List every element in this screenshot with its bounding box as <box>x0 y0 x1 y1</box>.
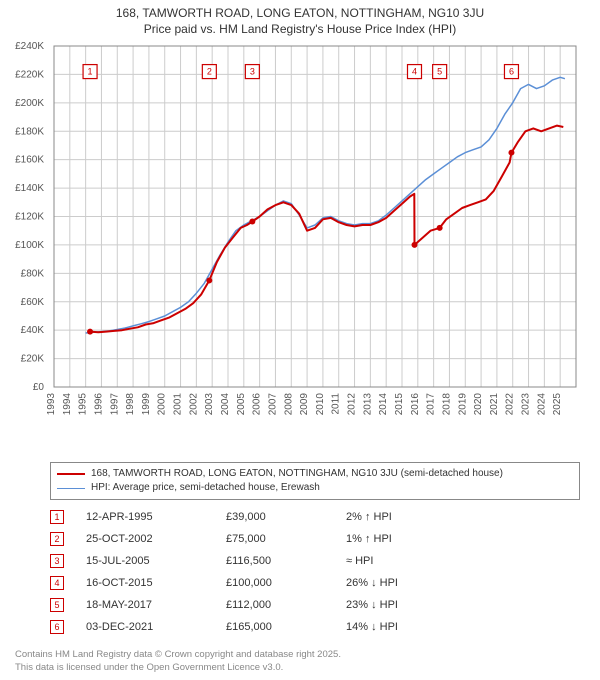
legend-swatch <box>57 473 85 475</box>
svg-text:2003: 2003 <box>204 393 215 416</box>
svg-text:1998: 1998 <box>125 393 136 416</box>
svg-text:2007: 2007 <box>267 393 278 416</box>
svg-text:3: 3 <box>250 67 255 77</box>
transaction-price: £100,000 <box>226 577 346 589</box>
transactions-table: 112-APR-1995£39,0002% ↑ HPI225-OCT-2002£… <box>50 506 580 638</box>
transaction-marker: 5 <box>50 598 64 612</box>
svg-text:5: 5 <box>437 67 442 77</box>
transaction-delta: 14% ↓ HPI <box>346 621 526 633</box>
transaction-delta: 1% ↑ HPI <box>346 533 526 545</box>
svg-text:£120K: £120K <box>15 212 44 223</box>
svg-text:£60K: £60K <box>21 297 45 308</box>
svg-text:£140K: £140K <box>15 183 44 194</box>
svg-text:£180K: £180K <box>15 126 44 137</box>
table-row: 5 18-MAY-2017£112,00023% ↓ HPI <box>50 594 580 616</box>
svg-text:2006: 2006 <box>252 393 263 416</box>
svg-text:1: 1 <box>88 67 93 77</box>
chart-title-line1: 168, TAMWORTH ROAD, LONG EATON, NOTTINGH… <box>0 0 600 22</box>
transaction-price: £39,000 <box>226 511 346 523</box>
svg-text:1993: 1993 <box>46 393 57 416</box>
svg-text:2024: 2024 <box>536 393 547 416</box>
transaction-date: 16-OCT-2015 <box>86 577 226 589</box>
svg-text:6: 6 <box>509 67 514 77</box>
transaction-marker: 1 <box>50 510 64 524</box>
transaction-marker: 6 <box>50 620 64 634</box>
svg-text:£0: £0 <box>33 382 45 393</box>
footer-line2: This data is licensed under the Open Gov… <box>15 662 341 674</box>
transaction-price: £165,000 <box>226 621 346 633</box>
transaction-date: 18-MAY-2017 <box>86 599 226 611</box>
transaction-marker: 4 <box>50 576 64 590</box>
svg-text:2015: 2015 <box>394 393 405 416</box>
svg-text:£240K: £240K <box>15 41 44 52</box>
svg-text:1999: 1999 <box>141 393 152 416</box>
transaction-delta: 26% ↓ HPI <box>346 577 526 589</box>
footer-attribution: Contains HM Land Registry data © Crown c… <box>15 649 341 674</box>
svg-text:2012: 2012 <box>347 393 358 416</box>
svg-text:2000: 2000 <box>157 393 168 416</box>
transaction-price: £116,500 <box>226 555 346 567</box>
table-row: 1 12-APR-1995£39,0002% ↑ HPI <box>50 506 580 528</box>
svg-text:2021: 2021 <box>489 393 500 416</box>
transaction-price: £112,000 <box>226 599 346 611</box>
svg-text:4: 4 <box>412 67 417 77</box>
svg-text:2020: 2020 <box>473 393 484 416</box>
transaction-delta: 2% ↑ HPI <box>346 511 526 523</box>
svg-text:2014: 2014 <box>378 393 389 416</box>
table-row: 2 25-OCT-2002£75,0001% ↑ HPI <box>50 528 580 550</box>
svg-text:£40K: £40K <box>21 325 45 336</box>
svg-text:2010: 2010 <box>315 393 326 416</box>
svg-text:2013: 2013 <box>362 393 373 416</box>
svg-text:£220K: £220K <box>15 69 44 80</box>
svg-text:2009: 2009 <box>299 393 310 416</box>
svg-text:1994: 1994 <box>62 393 73 416</box>
transaction-date: 03-DEC-2021 <box>86 621 226 633</box>
chart-title-line2: Price paid vs. HM Land Registry's House … <box>0 22 600 38</box>
legend-label: 168, TAMWORTH ROAD, LONG EATON, NOTTINGH… <box>91 467 503 481</box>
footer-line1: Contains HM Land Registry data © Crown c… <box>15 649 341 661</box>
legend-label: HPI: Average price, semi-detached house,… <box>91 481 320 495</box>
chart-area: £0£20K£40K£60K£80K£100K£120K£140K£160K£1… <box>50 42 580 427</box>
svg-text:2018: 2018 <box>441 393 452 416</box>
transaction-delta: 23% ↓ HPI <box>346 599 526 611</box>
svg-text:£160K: £160K <box>15 155 44 166</box>
transaction-marker: 3 <box>50 554 64 568</box>
legend-swatch <box>57 488 85 489</box>
svg-text:£20K: £20K <box>21 354 45 365</box>
svg-text:1996: 1996 <box>93 393 104 416</box>
transaction-date: 12-APR-1995 <box>86 511 226 523</box>
svg-text:2022: 2022 <box>505 393 516 416</box>
svg-text:1995: 1995 <box>78 393 89 416</box>
svg-text:2: 2 <box>207 67 212 77</box>
table-row: 3 15-JUL-2005£116,500≈ HPI <box>50 550 580 572</box>
svg-text:2004: 2004 <box>220 393 231 416</box>
svg-text:2001: 2001 <box>173 393 184 416</box>
legend-row: HPI: Average price, semi-detached house,… <box>57 481 573 495</box>
transaction-date: 15-JUL-2005 <box>86 555 226 567</box>
svg-text:£200K: £200K <box>15 98 44 109</box>
legend: 168, TAMWORTH ROAD, LONG EATON, NOTTINGH… <box>50 462 580 500</box>
svg-text:£80K: £80K <box>21 268 45 279</box>
page-root: 168, TAMWORTH ROAD, LONG EATON, NOTTINGH… <box>0 0 600 680</box>
transaction-date: 25-OCT-2002 <box>86 533 226 545</box>
svg-text:2017: 2017 <box>426 393 437 416</box>
svg-text:1997: 1997 <box>109 393 120 416</box>
table-row: 6 03-DEC-2021£165,00014% ↓ HPI <box>50 616 580 638</box>
svg-text:2023: 2023 <box>521 393 532 416</box>
table-row: 4 16-OCT-2015£100,00026% ↓ HPI <box>50 572 580 594</box>
legend-row: 168, TAMWORTH ROAD, LONG EATON, NOTTINGH… <box>57 467 573 481</box>
svg-text:2008: 2008 <box>283 393 294 416</box>
svg-text:2016: 2016 <box>410 393 421 416</box>
svg-text:2002: 2002 <box>188 393 199 416</box>
svg-text:2019: 2019 <box>457 393 468 416</box>
svg-text:2005: 2005 <box>236 393 247 416</box>
svg-text:£100K: £100K <box>15 240 44 251</box>
transaction-marker: 2 <box>50 532 64 546</box>
svg-text:2025: 2025 <box>552 393 563 416</box>
transaction-delta: ≈ HPI <box>346 555 526 567</box>
transaction-price: £75,000 <box>226 533 346 545</box>
svg-text:2011: 2011 <box>331 393 342 415</box>
